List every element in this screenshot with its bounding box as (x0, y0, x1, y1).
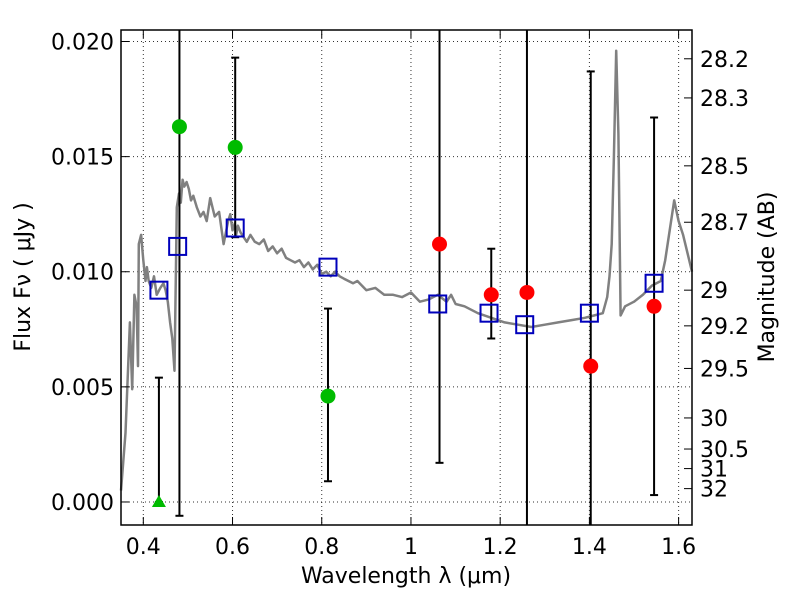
model-flux-marker (579, 303, 599, 323)
mag-tick-label: 30.5 (700, 438, 749, 463)
upper-limit-marker (151, 494, 166, 507)
mag-tick-label: 29.2 (700, 315, 749, 340)
observed-red-marker (519, 284, 535, 300)
model-flux-marker (479, 303, 499, 323)
mag-tick-label: 28.2 (700, 48, 749, 73)
plot-frame (120, 29, 693, 526)
x-tick-label: 1.2 (483, 535, 518, 560)
x-tick-label: 0.4 (126, 535, 161, 560)
mag-tick-label: 30 (700, 407, 728, 432)
x-axis-label: Wavelength λ (μm) (301, 564, 511, 589)
y-tick-label: 0.020 (51, 31, 114, 56)
model-flux-marker (428, 294, 448, 314)
y-axis-right-label: Magnitude (AB) (755, 192, 780, 363)
model-flux-marker (644, 273, 664, 293)
x-tick-label: 1 (404, 535, 418, 560)
spectrum-line (119, 49, 694, 491)
model-flux-marker (225, 218, 245, 238)
model-flux-marker (168, 236, 188, 256)
mag-tick-label: 29 (700, 279, 728, 304)
mag-tick-label: 31 (700, 458, 728, 483)
x-tick-label: 1.4 (572, 535, 607, 560)
mag-tick-label: 28.3 (700, 87, 749, 112)
marker-layer (149, 119, 664, 507)
y-tick-label: 0.015 (51, 146, 114, 171)
y-axis-label: Flux Fν ( μJy ) (11, 202, 36, 351)
model-flux-marker (149, 280, 169, 300)
x-tick-label: 1.6 (661, 535, 696, 560)
observed-green-marker (320, 388, 336, 404)
mag-tick-label: 32 (700, 478, 728, 503)
x-tick-label: 0.8 (304, 535, 339, 560)
errorbar-layer (154, 30, 659, 525)
spectrum-layer (119, 49, 694, 491)
y-tick-label: 0.000 (51, 491, 114, 516)
mag-tick-label: 28.5 (700, 155, 749, 180)
tick-layer: 0.4 0.6 0.8 1 1.2 1.4 1.6 0.000 0.005 0.010 0.015 0… (51, 30, 749, 560)
y-tick-label: 0.005 (51, 376, 114, 401)
mag-tick-label: 28.7 (700, 211, 749, 236)
observed-green-marker (227, 139, 243, 155)
model-flux-marker (318, 257, 338, 277)
observed-green-marker (171, 119, 187, 135)
x-tick-label: 0.6 (215, 535, 250, 560)
y-tick-label: 0.010 (51, 261, 114, 286)
grid-layer (121, 30, 692, 525)
observed-red-marker (432, 236, 448, 252)
model-flux-marker (515, 315, 535, 335)
observed-red-marker (483, 287, 499, 303)
mag-tick-label: 29.5 (700, 357, 749, 382)
observed-red-marker (646, 298, 662, 314)
observed-red-marker (583, 358, 599, 374)
